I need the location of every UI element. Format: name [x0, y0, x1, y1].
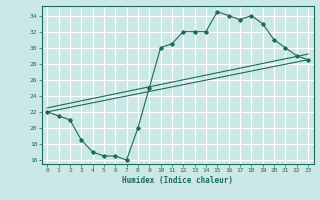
X-axis label: Humidex (Indice chaleur): Humidex (Indice chaleur) — [122, 176, 233, 185]
